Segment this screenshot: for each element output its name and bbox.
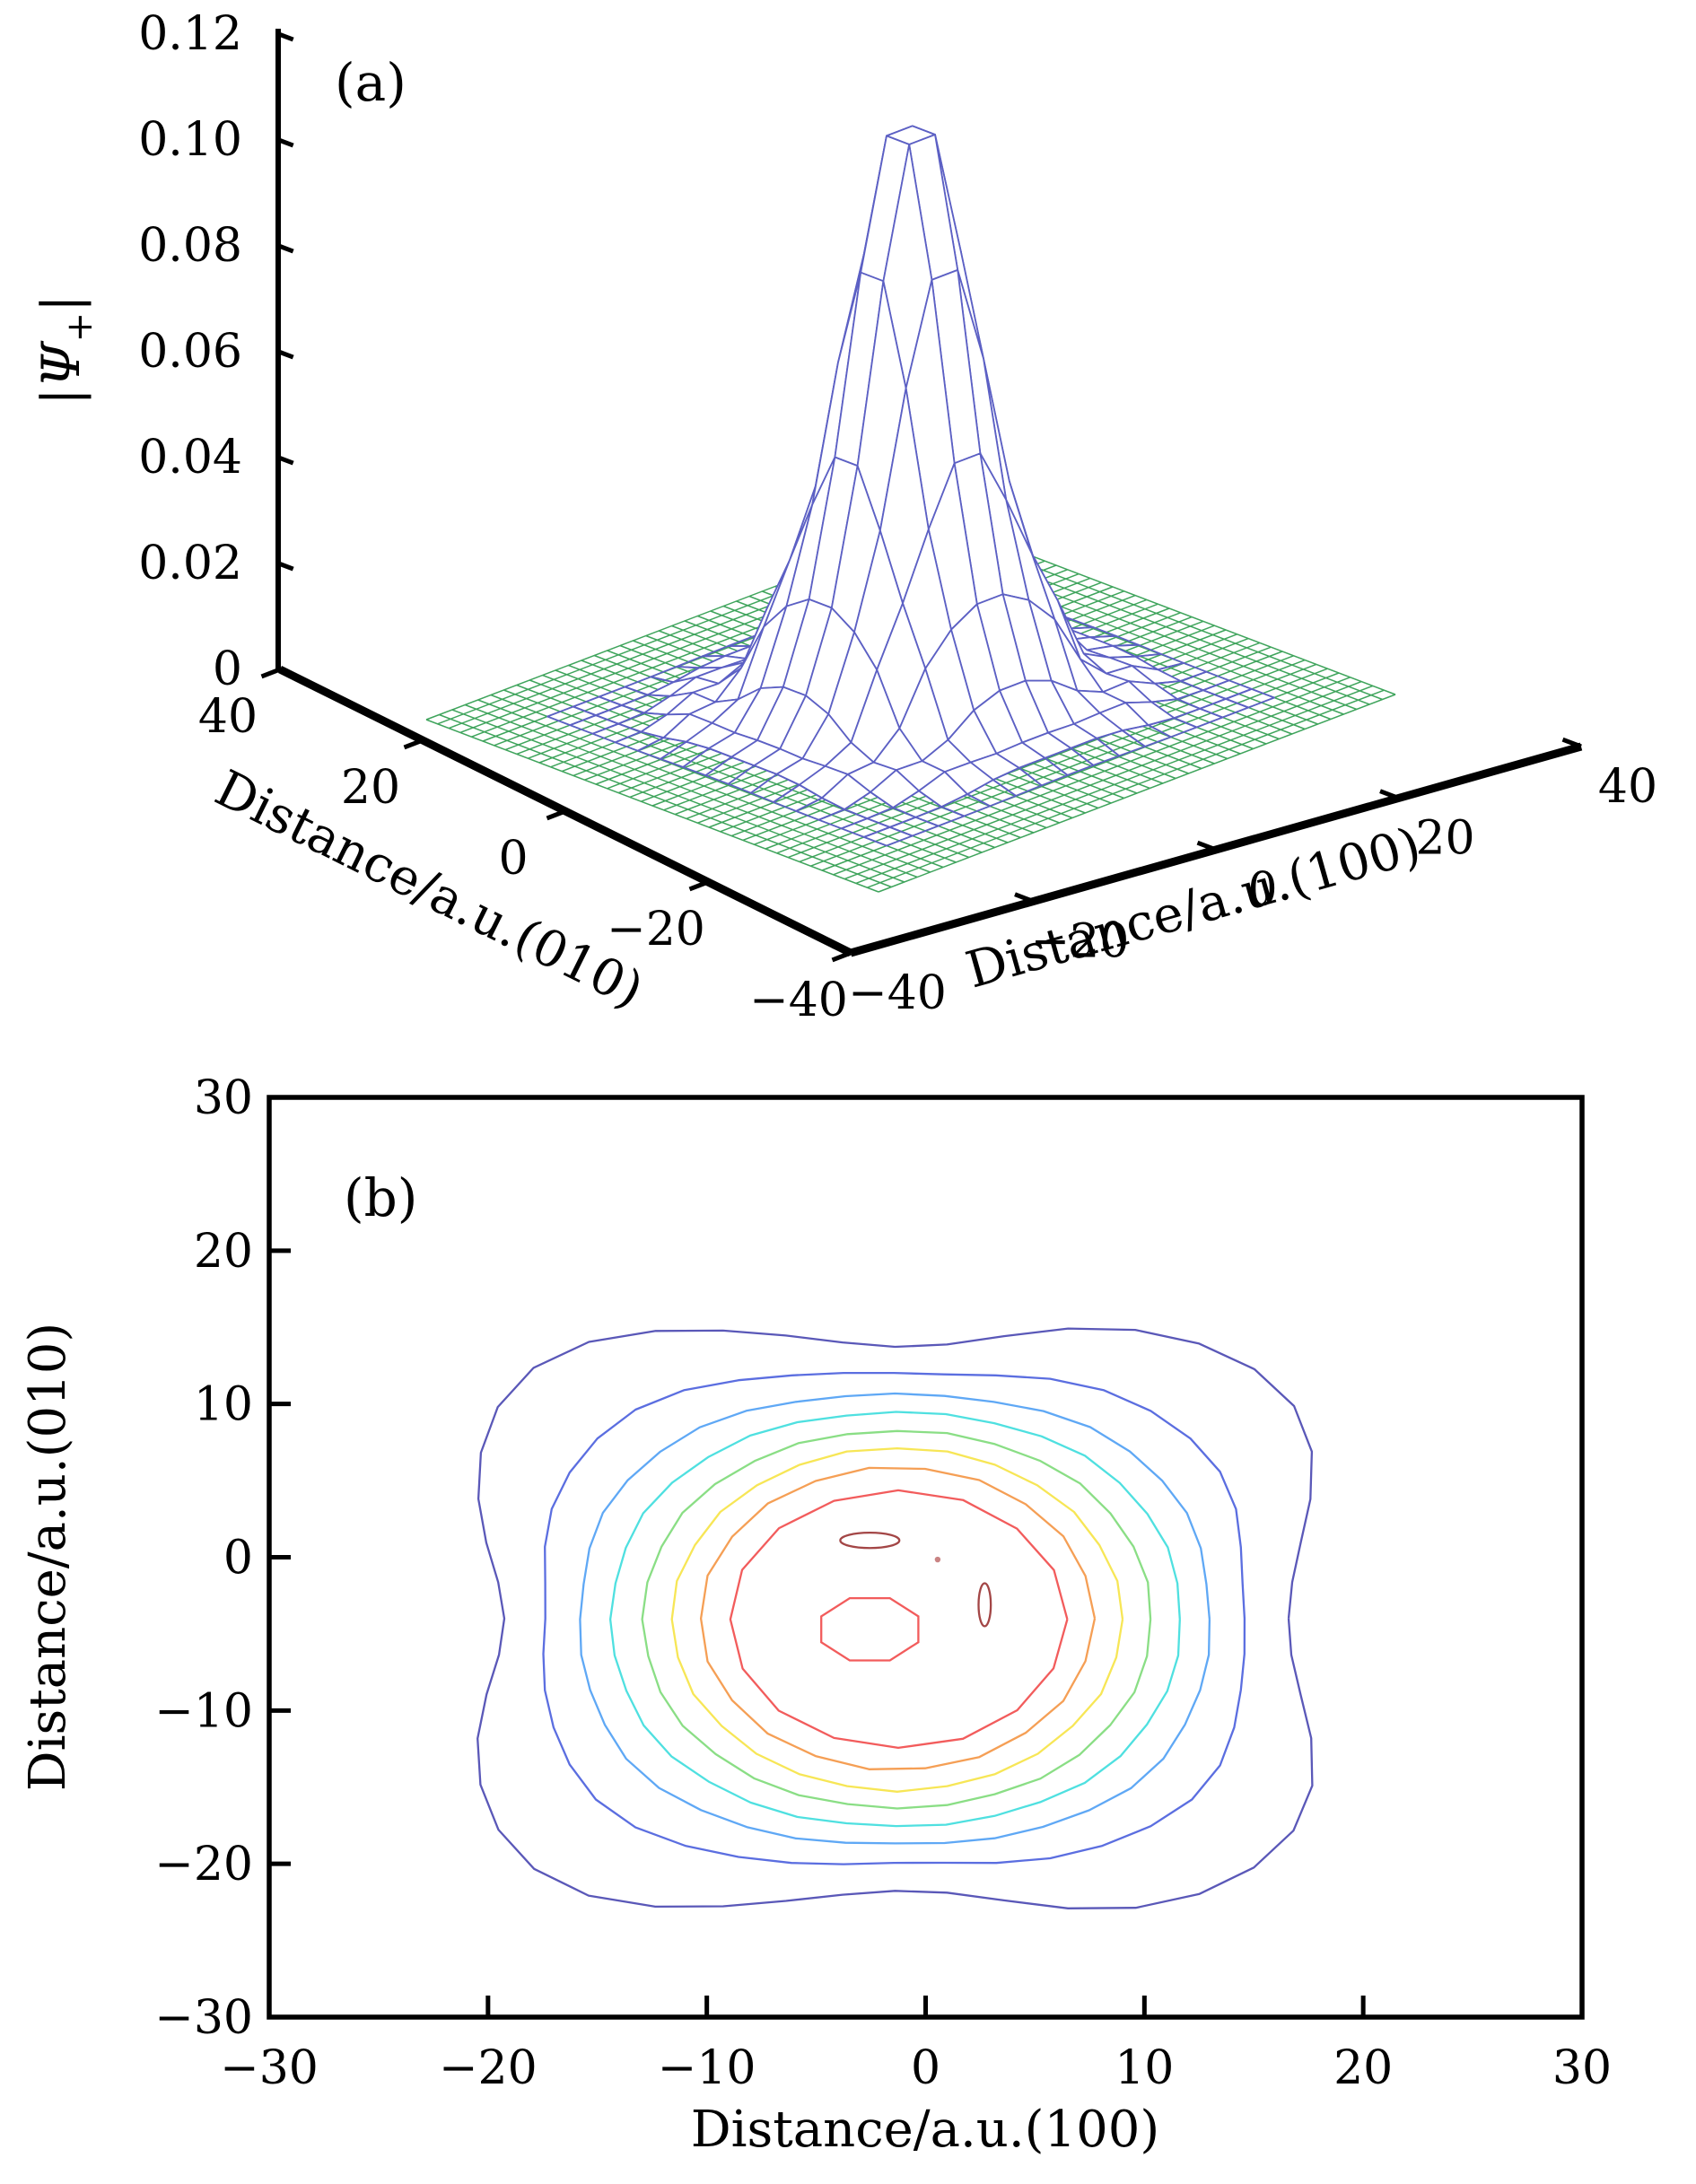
z-tick-label: 0.08 <box>138 219 242 273</box>
z-tick-label: 0 <box>213 642 242 696</box>
contour-ring-5 <box>641 1429 1152 1810</box>
z-tick-label: 0.12 <box>138 7 242 61</box>
contour-ring-4 <box>608 1411 1181 1828</box>
b-x-axis-title: Distance/a.u.(100) <box>691 2101 1160 2159</box>
b-x-tick-label: 0 <box>911 2041 940 2095</box>
z-tick-label: 0.04 <box>138 431 242 485</box>
y010-axis-title: Distance/a.u.(010) <box>206 759 652 1020</box>
panel-a-axes <box>260 29 1583 963</box>
y010-tick-label: 0 <box>498 832 528 886</box>
panel-a-tag: (a) <box>335 52 407 113</box>
b-y-tick-label: −20 <box>154 1838 253 1891</box>
contour-rings <box>476 1327 1314 1909</box>
x100-tick-label: −20 <box>1031 915 1130 969</box>
panel-a-surface-plot: 0 0.02 0.04 0.06 0.08 0.10 0.12 |Ψ+| 40 20 0 −20 −40… <box>31 7 1657 1027</box>
inner-ellipse-2 <box>977 1582 992 1628</box>
x100-tick-label: 0 <box>1247 863 1277 917</box>
contour-ring-1 <box>476 1327 1314 1909</box>
b-y-tick-label: 0 <box>223 1531 253 1585</box>
z-tick-label: 0.10 <box>138 113 242 167</box>
panel-b-tag: (b) <box>344 1167 417 1228</box>
inner-dot <box>934 1556 941 1563</box>
b-y-tick-label: 20 <box>194 1225 253 1279</box>
z-tick-label: 0.02 <box>138 537 242 590</box>
b-y-tick-label: −10 <box>154 1684 253 1738</box>
b-x-tick-label: −30 <box>220 2041 319 2095</box>
panel-b-frame <box>267 1095 1585 2020</box>
b-y-tick-label: −30 <box>154 1991 253 2045</box>
b-x-tick-label: 30 <box>1552 2041 1612 2095</box>
panel-b-contour-plot: −30 −20 −10 0 10 20 30 30 20 10 0 −10 −20 −30 Distance… <box>19 1071 1612 2159</box>
x100-tick-label: −40 <box>848 966 947 1020</box>
y010-tick-label: −40 <box>749 974 848 1027</box>
inner-octagon <box>820 1596 920 1662</box>
b-x-tick-label: −10 <box>658 2041 756 2095</box>
x100-axis-title: Distance/a.u.(100) <box>960 817 1427 1000</box>
contour-ring-7 <box>699 1466 1097 1770</box>
contour-ring-6 <box>670 1446 1124 1793</box>
b-y-axis-title: Distance/a.u.(010) <box>19 1323 77 1792</box>
y010-tick-label: 40 <box>198 690 258 744</box>
y010-tick-label: −20 <box>607 903 705 957</box>
z-axis-title: |Ψ+| <box>31 294 101 405</box>
b-x-tick-label: −20 <box>439 2041 538 2095</box>
contour-ring-2 <box>542 1371 1246 1865</box>
x100-tick-label: 40 <box>1598 760 1657 814</box>
contour-ring-3 <box>579 1392 1211 1845</box>
b-x-tick-label: 10 <box>1115 2041 1174 2095</box>
b-x-tick-label: 20 <box>1333 2041 1393 2095</box>
y010-tick-label: 20 <box>341 761 400 815</box>
z-tick-label: 0.06 <box>138 325 242 379</box>
contour-inner-features <box>820 1532 992 1662</box>
b-y-tick-label: 30 <box>194 1071 253 1125</box>
b-y-tick-label: 10 <box>194 1378 253 1432</box>
wavefunction-mesh-surface <box>546 125 1275 847</box>
inner-ellipse-0 <box>839 1532 901 1550</box>
contour-ring-8 <box>729 1489 1069 1750</box>
x100-tick-label: 20 <box>1415 812 1474 866</box>
